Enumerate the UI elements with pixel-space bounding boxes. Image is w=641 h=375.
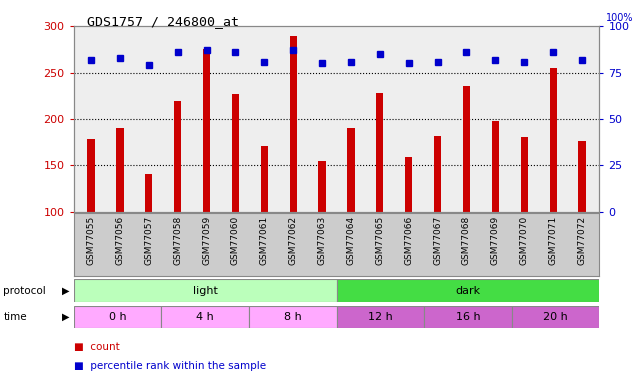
- Text: GSM77063: GSM77063: [317, 216, 326, 265]
- Bar: [434, 136, 441, 212]
- Bar: [347, 128, 354, 212]
- Text: GSM77069: GSM77069: [491, 216, 500, 265]
- Bar: [512, 306, 599, 328]
- Bar: [549, 68, 557, 212]
- Text: ▶: ▶: [62, 312, 69, 322]
- Text: 8 h: 8 h: [284, 312, 302, 322]
- Bar: [74, 279, 337, 302]
- Bar: [578, 141, 586, 212]
- Bar: [87, 140, 95, 212]
- Text: protocol: protocol: [3, 286, 46, 296]
- Bar: [376, 93, 383, 212]
- Text: GSM77066: GSM77066: [404, 216, 413, 265]
- Text: GSM77062: GSM77062: [288, 216, 297, 265]
- Text: GSM77070: GSM77070: [520, 216, 529, 265]
- Text: 16 h: 16 h: [456, 312, 480, 322]
- Bar: [261, 146, 268, 212]
- Text: 100%: 100%: [606, 13, 634, 24]
- Bar: [146, 174, 153, 212]
- Text: ■  percentile rank within the sample: ■ percentile rank within the sample: [74, 361, 266, 370]
- Text: GSM77055: GSM77055: [87, 216, 96, 265]
- Bar: [319, 161, 326, 212]
- Bar: [116, 128, 124, 212]
- Bar: [232, 94, 239, 212]
- Text: 4 h: 4 h: [196, 312, 214, 322]
- Text: GSM77065: GSM77065: [376, 216, 385, 265]
- Text: 20 h: 20 h: [543, 312, 568, 322]
- Bar: [520, 137, 528, 212]
- Text: GSM77061: GSM77061: [260, 216, 269, 265]
- Text: 0 h: 0 h: [109, 312, 126, 322]
- Bar: [74, 306, 162, 328]
- Text: 12 h: 12 h: [368, 312, 393, 322]
- Bar: [405, 157, 412, 212]
- Bar: [492, 121, 499, 212]
- Bar: [290, 36, 297, 212]
- Text: GSM77071: GSM77071: [549, 216, 558, 265]
- Text: time: time: [3, 312, 27, 322]
- Text: GSM77059: GSM77059: [202, 216, 211, 265]
- Text: GSM77068: GSM77068: [462, 216, 471, 265]
- Bar: [424, 306, 512, 328]
- Text: ■  count: ■ count: [74, 342, 119, 352]
- Text: GSM77058: GSM77058: [173, 216, 182, 265]
- Text: GSM77072: GSM77072: [578, 216, 587, 265]
- Text: GDS1757 / 246800_at: GDS1757 / 246800_at: [87, 15, 238, 28]
- Text: GSM77057: GSM77057: [144, 216, 153, 265]
- Bar: [249, 306, 337, 328]
- Text: dark: dark: [455, 286, 481, 296]
- Bar: [174, 101, 181, 212]
- Bar: [162, 306, 249, 328]
- Text: GSM77060: GSM77060: [231, 216, 240, 265]
- Text: ▶: ▶: [62, 286, 69, 296]
- Bar: [203, 50, 210, 212]
- Text: GSM77056: GSM77056: [115, 216, 124, 265]
- Bar: [337, 306, 424, 328]
- Text: GSM77067: GSM77067: [433, 216, 442, 265]
- Text: GSM77064: GSM77064: [347, 216, 356, 265]
- Bar: [337, 279, 599, 302]
- Text: light: light: [193, 286, 217, 296]
- Bar: [463, 86, 470, 212]
